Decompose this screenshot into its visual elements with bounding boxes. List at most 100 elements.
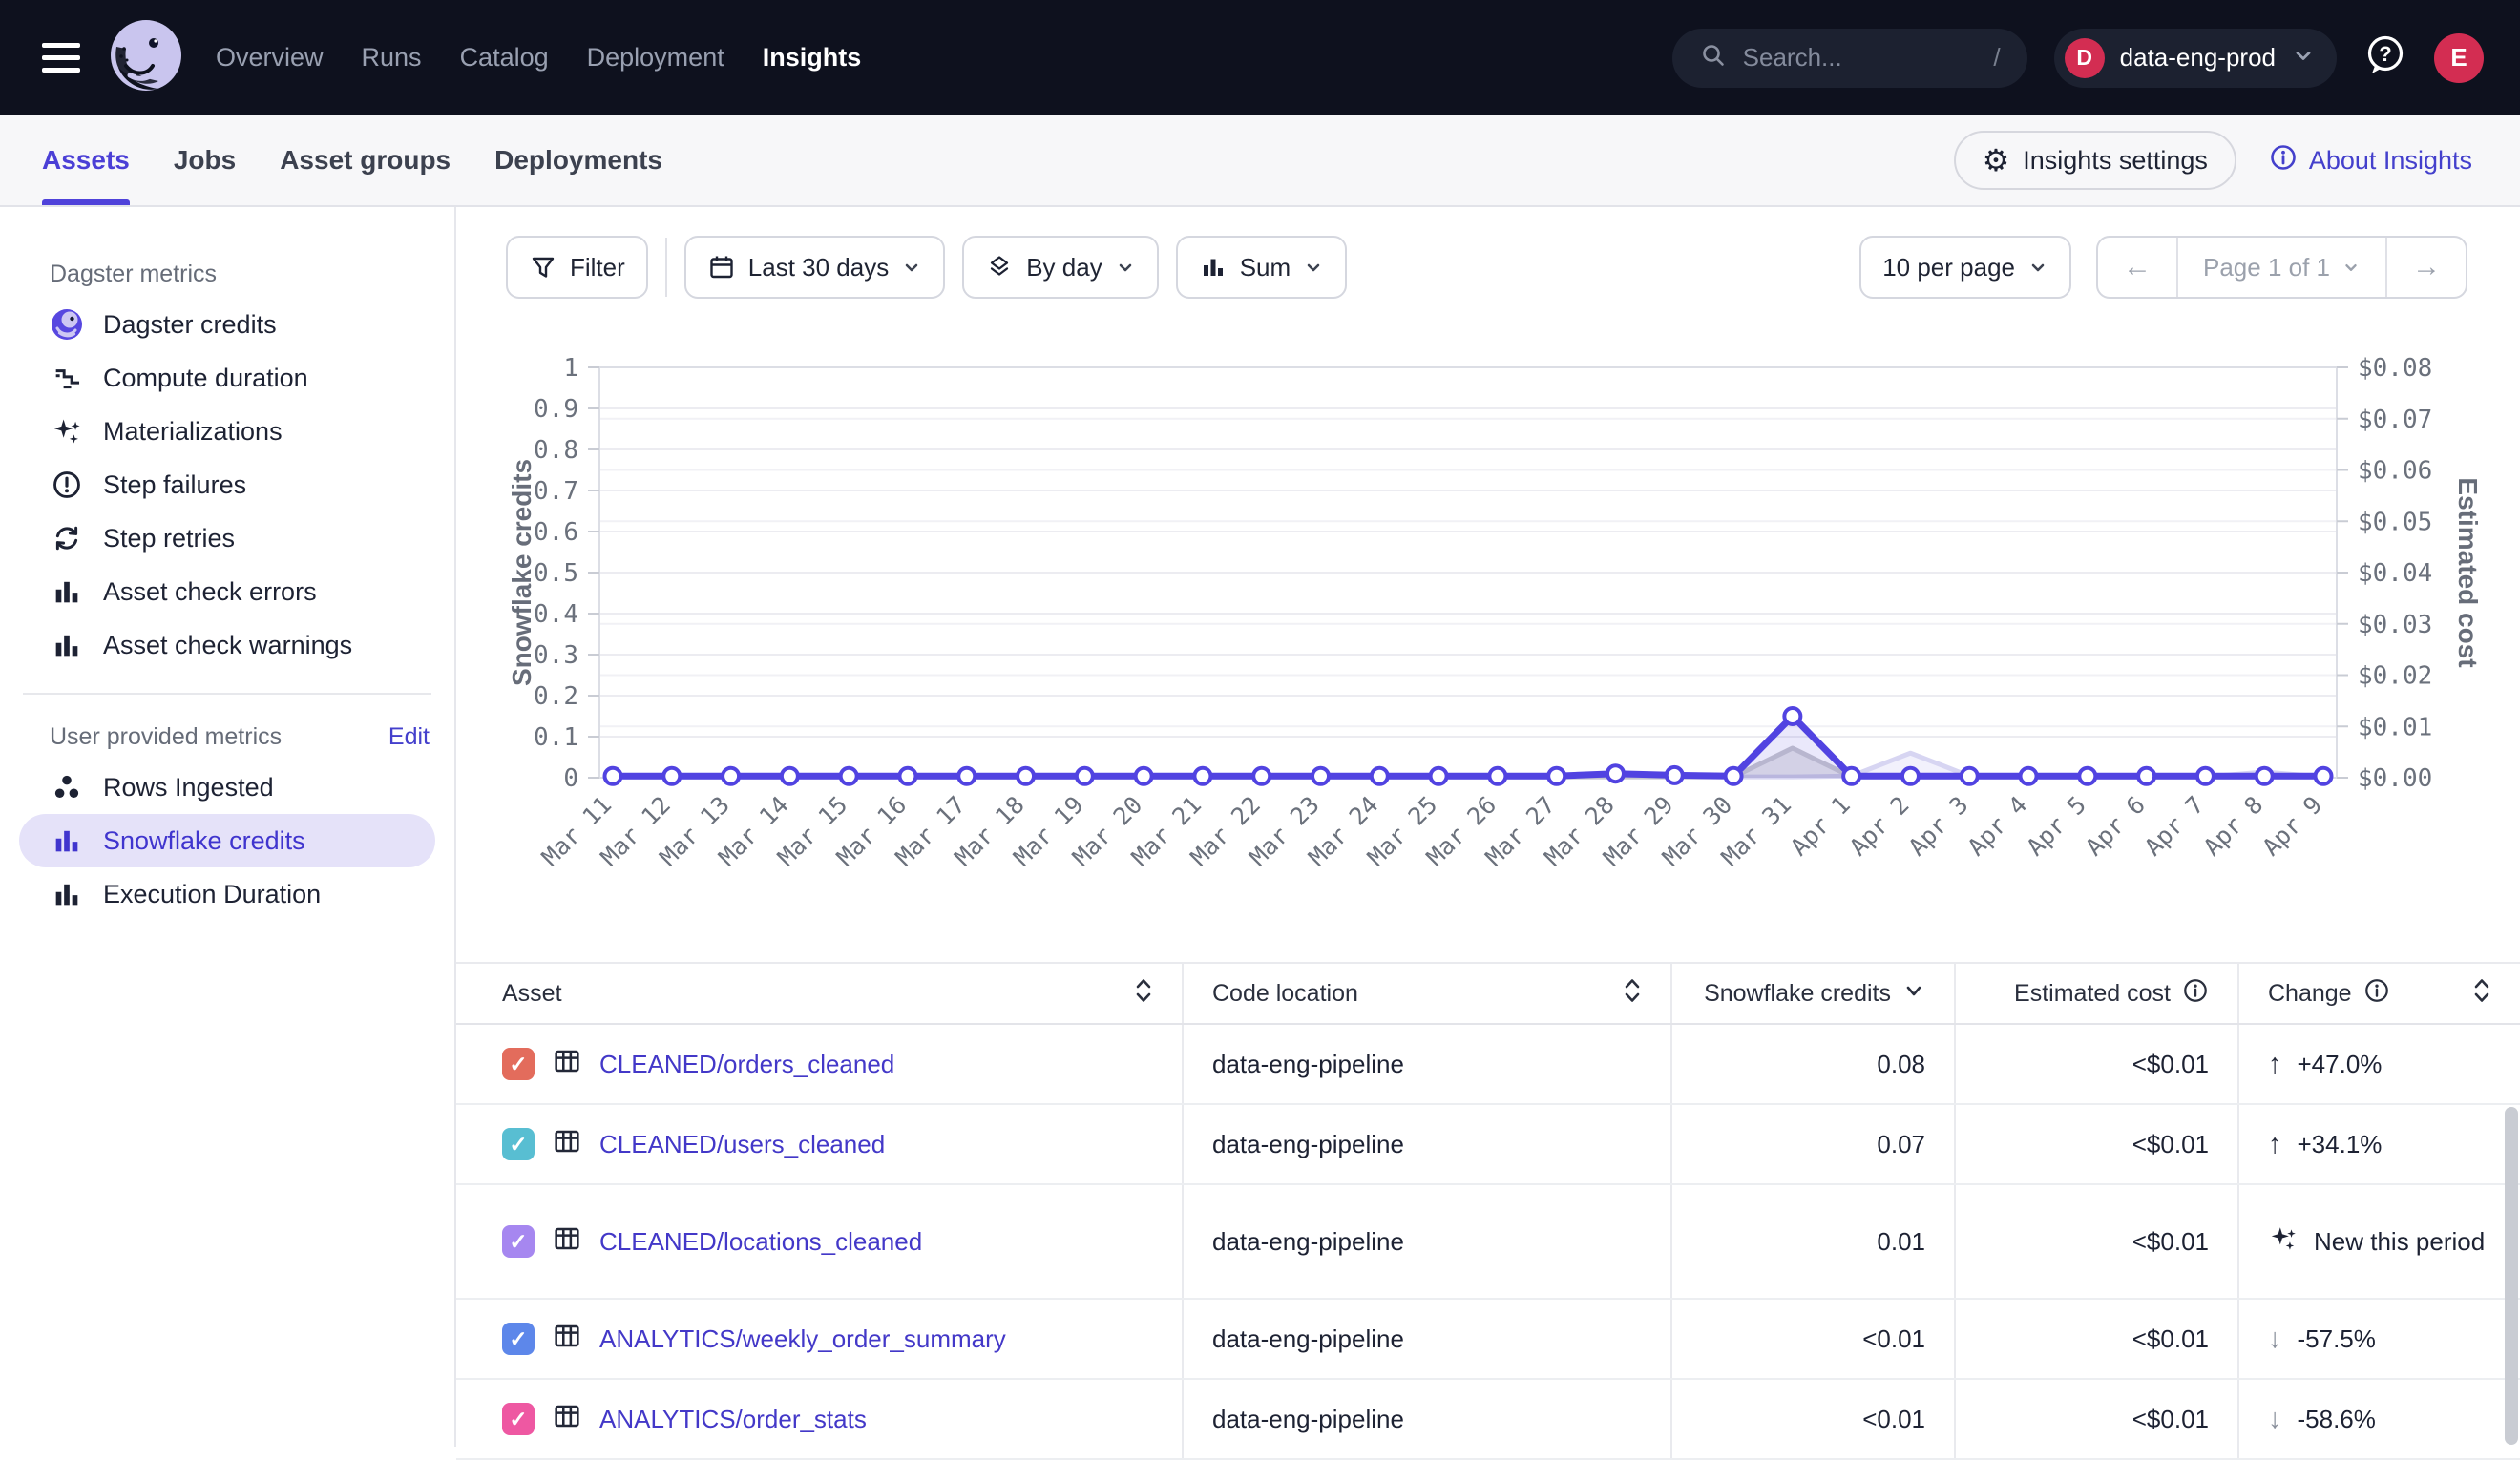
nav-item-insights[interactable]: Insights xyxy=(762,43,862,72)
sidebar-divider xyxy=(23,693,431,695)
search-input[interactable]: Search... / xyxy=(1671,28,2027,88)
vertical-scrollbar[interactable] xyxy=(2505,1107,2518,1445)
svg-text:Apr 7: Apr 7 xyxy=(2139,791,2210,862)
change-value: +47.0% xyxy=(2297,1049,2383,1078)
sort-icon[interactable] xyxy=(1134,976,1153,1012)
chevron-down-icon xyxy=(1119,263,1132,272)
nav-item-catalog[interactable]: Catalog xyxy=(459,43,549,72)
series-checkbox[interactable]: ✓ xyxy=(502,1225,535,1258)
svg-text:Apr 5: Apr 5 xyxy=(2021,791,2091,862)
change-value: -57.5% xyxy=(2297,1324,2376,1353)
sidebar-item-step-retries[interactable]: Step retries xyxy=(19,511,435,565)
chevron-down-icon xyxy=(2031,263,2045,272)
nav-item-overview[interactable]: Overview xyxy=(216,43,324,72)
change-value: New this period xyxy=(2314,1226,2486,1256)
sort-desc-icon[interactable] xyxy=(1902,979,1925,1009)
filter-button[interactable]: Filter xyxy=(506,236,648,299)
svg-text:0.9: 0.9 xyxy=(534,395,578,424)
asset-link[interactable]: CLEANED/orders_cleaned xyxy=(599,1049,895,1078)
sidebar-item-label: Snowflake credits xyxy=(103,825,305,855)
sort-icon[interactable] xyxy=(2472,976,2491,1012)
dagster-logo-icon xyxy=(50,307,84,342)
tab-jobs[interactable]: Jobs xyxy=(173,145,237,175)
svg-text:0.3: 0.3 xyxy=(534,641,578,670)
dagster-logo-icon[interactable] xyxy=(109,18,183,97)
series-checkbox[interactable]: ✓ xyxy=(502,1403,535,1435)
sidebar-item-label: Materializations xyxy=(103,416,283,446)
asset-link[interactable]: ANALYTICS/order_stats xyxy=(599,1404,867,1433)
sidebar-item-execution-duration[interactable]: Execution Duration xyxy=(19,867,435,921)
sidebar-item-label: Dagster credits xyxy=(103,309,277,339)
help-icon[interactable]: ? xyxy=(2363,33,2407,82)
column-header-asset[interactable]: Asset xyxy=(456,964,1182,1023)
edit-metrics-link[interactable]: Edit xyxy=(388,723,430,750)
change-value: +34.1% xyxy=(2297,1129,2383,1158)
nav-item-deployment[interactable]: Deployment xyxy=(586,43,724,72)
svg-text:Apr 4: Apr 4 xyxy=(1963,791,2033,862)
toolbar-divider xyxy=(664,238,667,297)
svg-text:Apr 3: Apr 3 xyxy=(1903,791,1974,862)
asset-link[interactable]: CLEANED/locations_cleaned xyxy=(599,1226,923,1256)
sidebar-item-step-failures[interactable]: Step failures xyxy=(19,458,435,511)
gear-icon: ⚙ xyxy=(1982,143,2010,177)
sort-icon[interactable] xyxy=(1623,976,1642,1012)
org-avatar: D xyxy=(2064,37,2105,78)
sidebar-item-materializations[interactable]: Materializations xyxy=(19,405,435,458)
date-range-button[interactable]: Last 30 days xyxy=(683,236,946,299)
page-indicator[interactable]: Page 1 of 1 xyxy=(2176,238,2385,297)
svg-text:$0.02: $0.02 xyxy=(2358,662,2432,691)
cost-value: <$0.01 xyxy=(2132,1049,2209,1078)
bar-chart-icon xyxy=(50,574,84,609)
sidebar-item-label: Asset check errors xyxy=(103,576,317,606)
sidebar-item-dagster-credits[interactable]: Dagster credits xyxy=(19,298,435,351)
tab-assets[interactable]: Assets xyxy=(42,115,130,205)
info-icon[interactable] xyxy=(2363,977,2390,1011)
column-header-code-location[interactable]: Code location xyxy=(1182,964,1670,1023)
svg-text:0.4: 0.4 xyxy=(534,600,578,629)
svg-text:Apr 2: Apr 2 xyxy=(1844,791,1915,862)
insights-settings-button[interactable]: ⚙ Insights settings xyxy=(1953,131,2236,190)
sidebar-item-compute-duration[interactable]: Compute duration xyxy=(19,351,435,405)
prev-page-button[interactable]: ← xyxy=(2098,238,2176,297)
granularity-button[interactable]: By day xyxy=(962,236,1159,299)
about-insights-link[interactable]: About Insights xyxy=(2269,143,2472,178)
sidebar-item-label: Asset check warnings xyxy=(103,630,353,659)
column-header-estimated-cost[interactable]: Estimated cost xyxy=(1954,964,2237,1023)
hamburger-menu-icon[interactable] xyxy=(42,43,80,73)
series-checkbox[interactable]: ✓ xyxy=(502,1048,535,1080)
page-label: Page 1 of 1 xyxy=(2203,252,2330,282)
sidebar-item-snowflake-credits[interactable]: Snowflake credits xyxy=(19,814,435,867)
bar-chart-icon xyxy=(50,877,84,911)
table-header-row: Asset Code location Snowflake credits Estim… xyxy=(456,962,2520,1025)
date-range-label: Last 30 days xyxy=(747,252,890,282)
assets-table: Asset Code location Snowflake credits Estim… xyxy=(456,962,2520,1460)
primary-nav: Overview Runs Catalog Deployment Insights xyxy=(216,43,861,73)
svg-text:$0.07: $0.07 xyxy=(2358,406,2432,434)
search-icon xyxy=(1699,41,1728,74)
next-page-button[interactable]: → xyxy=(2385,238,2466,297)
tab-asset-groups[interactable]: Asset groups xyxy=(280,145,452,175)
user-avatar[interactable]: E xyxy=(2434,32,2484,83)
column-label: Change xyxy=(2268,979,2352,1007)
org-switcher[interactable]: D data-eng-prod xyxy=(2053,28,2337,88)
aggregation-button[interactable]: Sum xyxy=(1175,236,1348,299)
nav-item-runs[interactable]: Runs xyxy=(361,43,422,72)
org-name: data-eng-prod xyxy=(2119,43,2276,72)
sidebar-item-asset-check-warnings[interactable]: Asset check warnings xyxy=(19,618,435,672)
asset-link[interactable]: ANALYTICS/weekly_order_summary xyxy=(599,1324,1006,1353)
asset-link[interactable]: CLEANED/users_cleaned xyxy=(599,1129,886,1158)
tab-deployments[interactable]: Deployments xyxy=(494,145,662,175)
series-checkbox[interactable]: ✓ xyxy=(502,1128,535,1160)
about-insights-label: About Insights xyxy=(2308,145,2472,175)
series-checkbox[interactable]: ✓ xyxy=(502,1323,535,1355)
column-header-change[interactable]: Change xyxy=(2237,964,2520,1023)
credits-chart: 0 0.1 0.2 0.3 0.4 0.5 0.6 0.7 0.8 0.9 1 $0.00 $0.01 $… xyxy=(506,322,2491,951)
column-header-snowflake-credits[interactable]: Snowflake credits xyxy=(1670,964,1954,1023)
per-page-button[interactable]: 10 per page xyxy=(1859,236,2071,299)
code-location: data-eng-pipeline xyxy=(1212,1404,1404,1433)
sidebar-item-rows-ingested[interactable]: Rows Ingested xyxy=(19,761,435,814)
info-icon[interactable] xyxy=(2182,977,2209,1011)
code-location: data-eng-pipeline xyxy=(1212,1226,1404,1256)
svg-text:Apr 8: Apr 8 xyxy=(2198,791,2269,862)
sidebar-item-asset-check-errors[interactable]: Asset check errors xyxy=(19,565,435,618)
